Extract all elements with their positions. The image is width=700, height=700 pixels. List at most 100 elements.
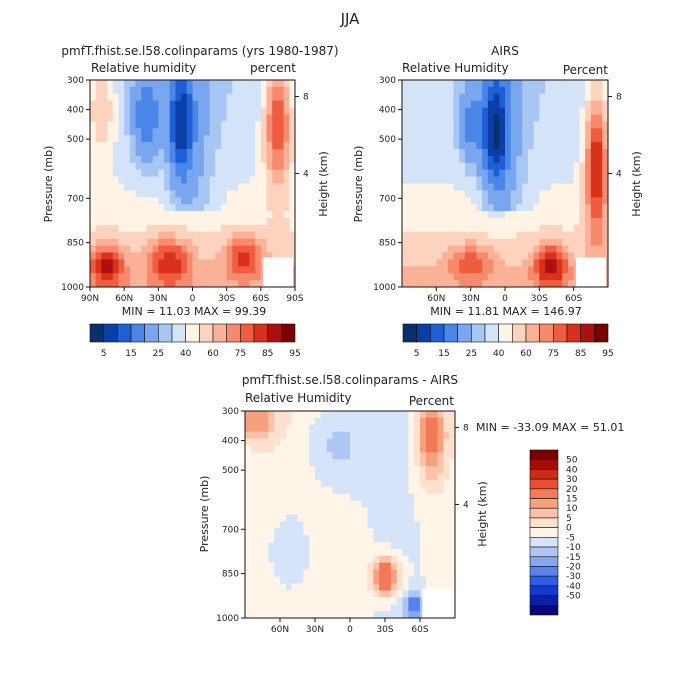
airs-field-cell [424, 93, 432, 102]
airs-field-cell [424, 224, 432, 233]
model-field-cell [238, 162, 245, 171]
airs-field-cell [573, 183, 580, 191]
model-field-cell [181, 211, 188, 219]
diff-field-cell [396, 521, 403, 529]
model-field-cell [289, 121, 296, 129]
model-field-cell [141, 162, 148, 171]
model-field-cell [112, 142, 119, 150]
model-field-cell [198, 176, 205, 184]
model-field-cell [238, 245, 245, 253]
airs-field-cell [493, 155, 500, 164]
airs-field-cell [533, 86, 540, 95]
model-field-cell [129, 280, 137, 288]
diff-field-cell [262, 452, 269, 460]
model-field-cell [141, 197, 148, 205]
airs-field-cell [545, 142, 552, 150]
airs-field-cell [487, 93, 495, 102]
airs-field-cell [505, 93, 512, 102]
model-field-cell [175, 176, 182, 184]
model-field-cell [192, 280, 199, 288]
diff-field-cell [256, 424, 263, 433]
diff-field-cell [297, 424, 304, 433]
model-field-cell [243, 128, 250, 136]
model-field-cell [238, 204, 245, 212]
model-field-cell [260, 197, 268, 205]
model-field-cell [146, 155, 154, 164]
model-field-cell [220, 128, 228, 136]
diff-field-cell [443, 466, 450, 474]
diff-field-cell [443, 486, 450, 495]
model-field-cell [90, 86, 97, 95]
diff-field-cell [285, 597, 293, 605]
model-field-cell [175, 135, 182, 143]
diff-field-cell [245, 452, 252, 460]
diff-field-cell [385, 535, 392, 543]
airs-field-cell [505, 231, 512, 240]
airs-field-cell [424, 280, 432, 288]
diff-field-cell [320, 562, 328, 571]
model-field-cell [192, 224, 199, 233]
model-field-cell [146, 162, 154, 171]
diff-field-cell [309, 507, 316, 515]
model-field-cell [158, 86, 165, 95]
model-field-cell [129, 142, 137, 150]
airs-field-cell [413, 266, 420, 274]
model-field-cell [112, 93, 119, 102]
diff-field-cell [309, 611, 316, 619]
model-field-cell [198, 231, 205, 240]
model-field-cell [124, 107, 131, 115]
diff-field-cell [379, 417, 386, 426]
model-field-cell [192, 121, 199, 129]
airs-field-cell [407, 183, 414, 191]
diff-field-cell [449, 466, 456, 474]
airs-field-cell [482, 218, 489, 226]
diff-field-cell [390, 555, 398, 564]
airs-field-cell [442, 218, 449, 226]
airs-field-cell [579, 252, 586, 260]
diff-field-cell [350, 514, 357, 522]
diff-field-cell [425, 555, 433, 564]
diff-field-cell [320, 583, 328, 591]
airs-field-cell [430, 280, 437, 288]
airs-field-cell [585, 197, 592, 205]
diff-field-cell [390, 528, 398, 536]
airs-field-cell [402, 162, 409, 171]
diff-field-cell [420, 493, 427, 502]
diff-field-cell [291, 431, 298, 440]
diff-field-cell [262, 514, 269, 522]
airs-field-cell [602, 100, 609, 109]
model-field-cell [283, 121, 290, 129]
diff-field-cell [437, 542, 444, 550]
airs-colorbar-label: 75 [548, 349, 559, 359]
model-field-cell [198, 149, 205, 157]
diff-field-cell [291, 438, 298, 446]
diff-field-cell [297, 452, 304, 460]
model-field-cell [192, 176, 199, 184]
model-field-cell [164, 128, 171, 136]
diff-field-cell [320, 507, 328, 515]
airs-field-cell [596, 211, 603, 219]
model-field-cell [209, 162, 216, 171]
airs-field-cell [545, 176, 552, 184]
airs-y2-tick-label: 4 [616, 169, 622, 179]
airs-field-cell [585, 93, 592, 102]
diff-field-cell [408, 411, 415, 419]
airs-field-cell [459, 114, 466, 122]
model-field-cell [152, 273, 159, 281]
model-field-cells [90, 80, 296, 288]
airs-field-cell [413, 211, 420, 219]
airs-field-cell [442, 224, 449, 233]
diff-field-cell [344, 576, 351, 584]
panel-airs-title: AIRS [491, 44, 519, 58]
diff-field-cell [361, 507, 368, 515]
model-field-cell [124, 135, 131, 143]
diff-field-cell [402, 528, 409, 536]
airs-field-cell [499, 135, 506, 143]
airs-field-cell [493, 218, 500, 226]
model-field-cell [243, 135, 250, 143]
model-field-cell [220, 114, 228, 122]
model-field-cell [146, 197, 154, 205]
diff-field-cell [408, 521, 415, 529]
diff-field-cell [250, 417, 258, 426]
diff-field-cell [350, 466, 357, 474]
